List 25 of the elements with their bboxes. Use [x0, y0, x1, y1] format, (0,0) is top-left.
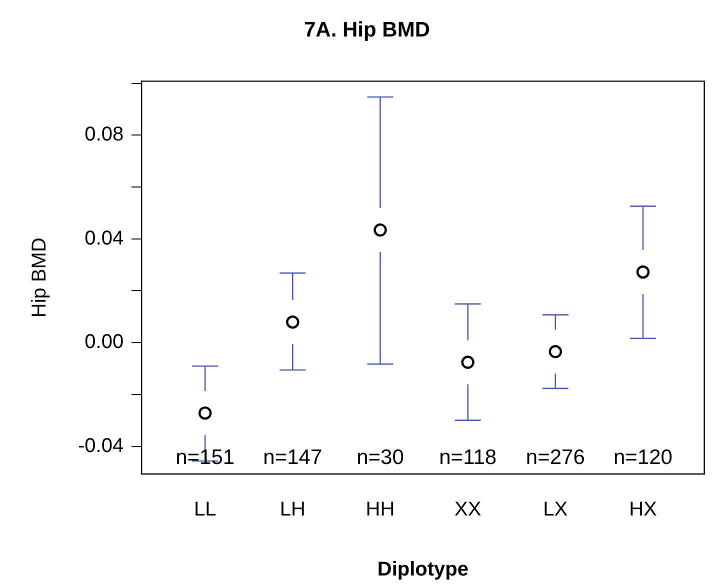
x-tick-label: LX: [543, 498, 568, 521]
x-tick-label: LH: [280, 498, 306, 521]
point: [461, 356, 474, 369]
chart-title: 7A. Hip BMD: [304, 18, 430, 42]
y-tick-label: 0.08: [84, 124, 124, 146]
x-tick-label: LL: [194, 498, 216, 521]
annotation: n=147: [263, 446, 322, 469]
annotation: n=151: [176, 446, 235, 469]
y-tick-label: 0.00: [84, 331, 124, 354]
point: [286, 315, 300, 329]
y-tick-label: -0.04: [78, 434, 124, 457]
point: [374, 223, 387, 237]
x-tick-label: XX: [454, 498, 482, 521]
y-axis-title: Hip BMD: [28, 238, 51, 318]
y-tick-label: 0.04: [84, 227, 124, 250]
x-tick-label: HX: [629, 498, 657, 521]
point: [636, 265, 650, 279]
point: [198, 406, 212, 420]
x-axis-title: Diplotype: [377, 558, 469, 581]
point: [548, 345, 562, 358]
annotation: n=30: [356, 446, 404, 469]
annotation: n=118: [439, 446, 497, 469]
annotation: n=276: [526, 446, 585, 469]
x-tick-label: HH: [366, 498, 395, 521]
annotation: n=120: [614, 446, 672, 469]
